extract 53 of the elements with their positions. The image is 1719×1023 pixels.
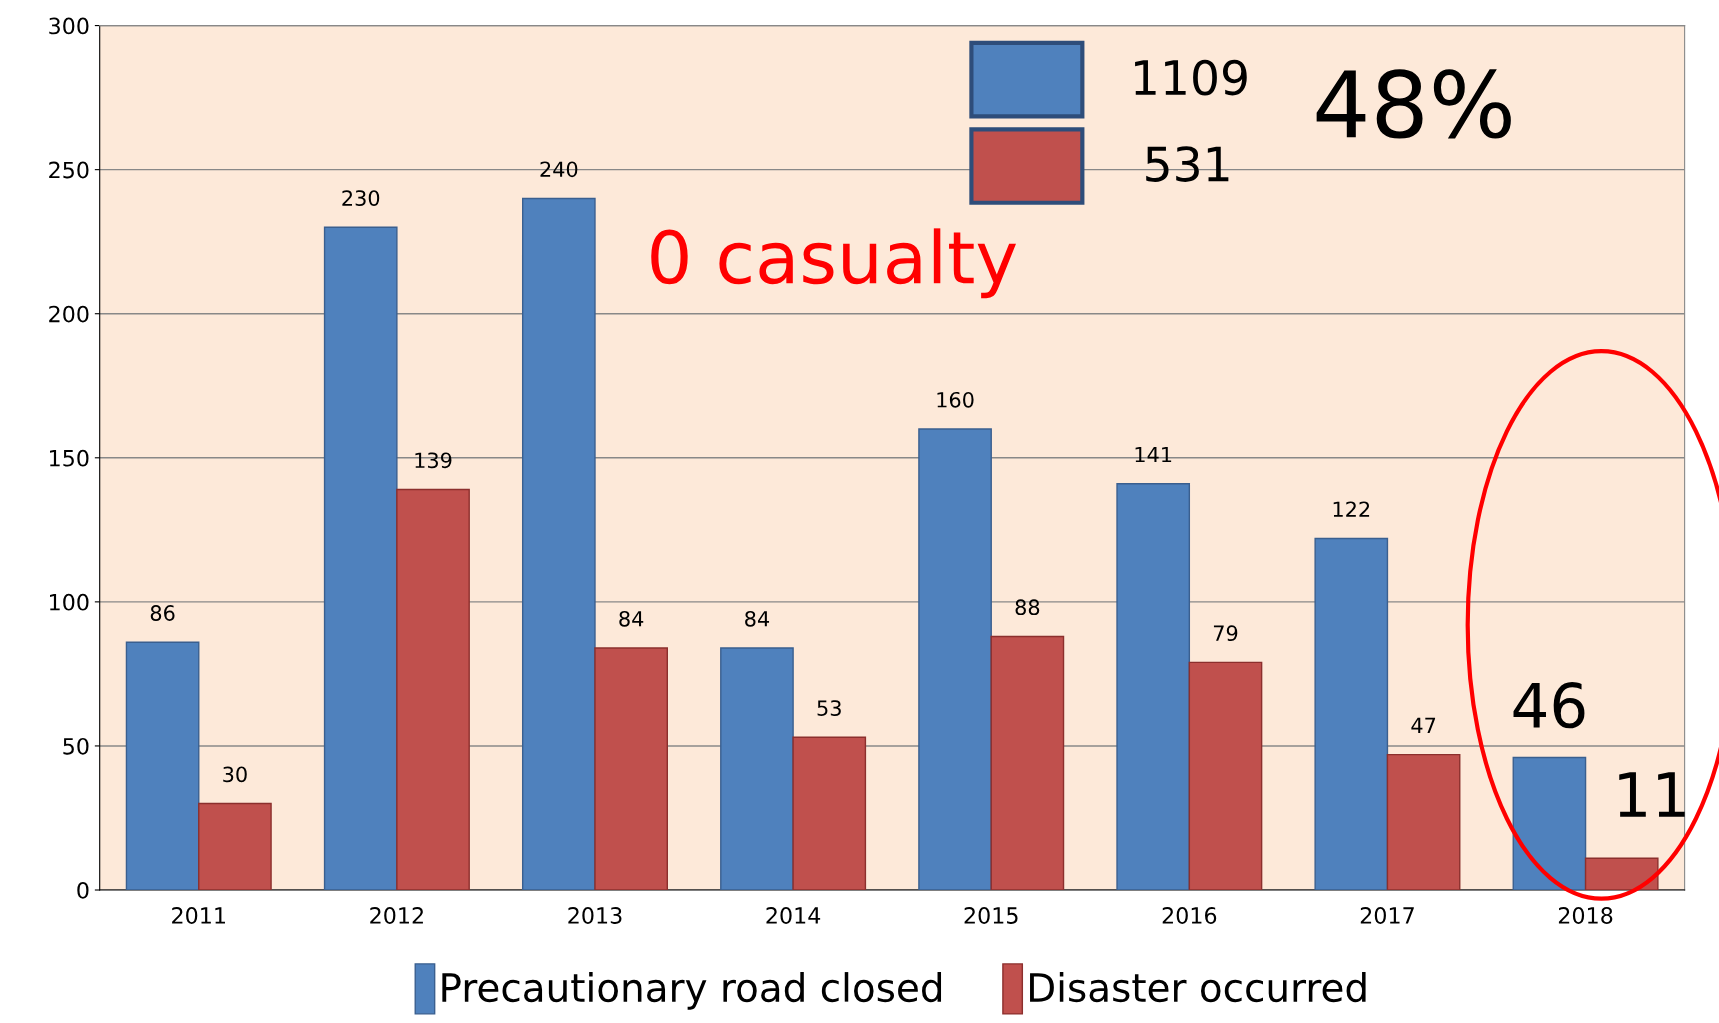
legend-label: Precautionary road closed xyxy=(442,972,942,1010)
data-label: 79 xyxy=(1213,625,1238,642)
bar xyxy=(1584,857,1659,891)
x-tick-label: 2014 xyxy=(766,907,821,924)
bar xyxy=(396,488,470,891)
y-tick-label: 0 xyxy=(77,881,89,899)
bar xyxy=(594,647,668,891)
x-tick-label: 2017 xyxy=(1360,907,1414,924)
bar xyxy=(918,428,992,891)
x-tick-label: 2011 xyxy=(172,907,225,924)
annotation: 0 casualty xyxy=(651,228,1016,299)
bar xyxy=(521,197,596,891)
bar xyxy=(323,226,398,891)
bar xyxy=(198,802,272,891)
x-tick-label: 2012 xyxy=(370,907,423,924)
y-tick-label: 200 xyxy=(49,305,89,323)
data-label: 11 xyxy=(1619,772,1685,817)
data-label: 141 xyxy=(1135,446,1172,463)
bar xyxy=(1512,756,1587,891)
y-tick-label: 100 xyxy=(50,593,89,611)
x-tick-label: 2018 xyxy=(1558,907,1613,924)
data-label: 230 xyxy=(342,190,380,206)
data-label: 160 xyxy=(937,391,974,408)
bar xyxy=(1314,537,1389,891)
y-tick-label: 300 xyxy=(49,17,89,35)
annotation: 1109 xyxy=(1135,59,1247,96)
data-label: 122 xyxy=(1333,501,1370,517)
data-label: 86 xyxy=(150,605,175,621)
data-label: 84 xyxy=(619,610,644,627)
bar xyxy=(990,635,1065,891)
data-label: 46 xyxy=(1513,682,1585,729)
data-label: 240 xyxy=(540,161,578,178)
data-label: 88 xyxy=(1015,599,1040,616)
bar xyxy=(1116,483,1191,891)
data-label: 30 xyxy=(223,766,247,783)
annotation: 48% xyxy=(1316,69,1511,139)
data-label: 53 xyxy=(817,700,841,716)
bar xyxy=(1188,661,1263,891)
x-tick-label: 2015 xyxy=(964,907,1018,924)
legend-label: Disaster occurred xyxy=(1030,972,1366,1003)
bar xyxy=(125,641,200,891)
y-tick-label: 150 xyxy=(50,449,89,467)
data-label: 84 xyxy=(745,610,770,627)
data-label: 139 xyxy=(415,452,452,469)
y-tick-label: 250 xyxy=(49,161,89,179)
x-tick-label: 2013 xyxy=(568,907,622,924)
x-tick-label: 2016 xyxy=(1162,907,1217,924)
annotation: 531 xyxy=(1146,146,1229,182)
bar xyxy=(792,736,867,891)
data-label: 47 xyxy=(1411,717,1436,733)
bar xyxy=(1386,753,1461,891)
bar xyxy=(720,647,794,891)
y-tick-label: 50 xyxy=(63,737,89,755)
